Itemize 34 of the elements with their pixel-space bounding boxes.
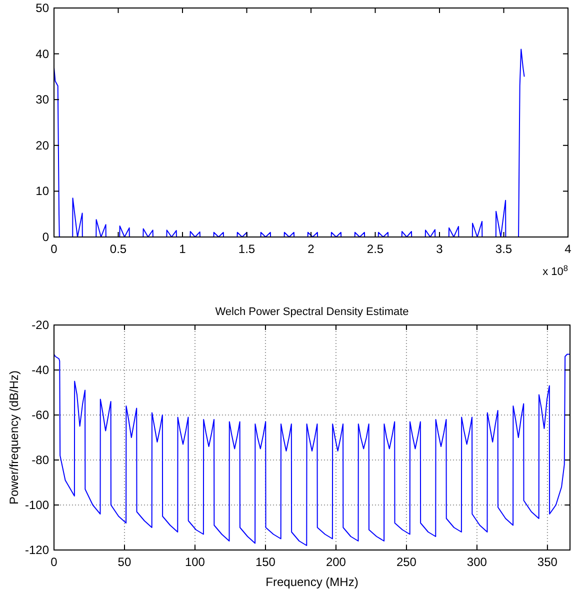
y-tick-label: -60 <box>32 408 50 422</box>
x-tick-label: 3 <box>436 242 444 256</box>
x-tick-label: 300 <box>466 555 488 569</box>
chart-title: Welch Power Spectral Density Estimate <box>215 306 409 318</box>
x-tick-label: 2.5 <box>366 242 384 256</box>
y-tick-label: 30 <box>36 92 50 107</box>
x-axis-title: Frequency (MHz) <box>266 575 358 589</box>
x-tick-label: 0 <box>50 242 58 256</box>
x-tick-label: 100 <box>184 555 206 569</box>
x-tick-label: 200 <box>326 555 346 569</box>
y-tick-label: 50 <box>36 1 50 15</box>
y-tick-label: -40 <box>32 363 50 377</box>
y-tick-label: 0 <box>42 230 50 244</box>
text: x 10$^{8}$ <box>542 264 568 278</box>
y-tick-label: -100 <box>24 498 50 512</box>
y-tick-label: -120 <box>24 543 50 557</box>
x-tick-label: 4 <box>564 242 572 256</box>
y-axis-title: Power/frequency (dB/Hz) <box>7 370 21 505</box>
x-tick-label: 150 <box>255 555 276 569</box>
y-tick-label: -80 <box>32 453 50 467</box>
y-tick-label: 40 <box>36 46 50 61</box>
x-tick-label: 0.5 <box>110 242 127 256</box>
x-tick-label: 0 <box>50 555 58 569</box>
x-tick-label: 3.5 <box>495 242 512 256</box>
y-tick-label: 20 <box>36 138 50 152</box>
x-tick-label: 1.5 <box>238 242 256 256</box>
x-tick-label: 2 <box>308 242 315 256</box>
line-series <box>54 354 570 546</box>
x-tick-label: 350 <box>537 555 558 569</box>
x-tick-label: 1 <box>179 242 186 256</box>
x-tick-label: 250 <box>396 555 417 569</box>
y-tick-label: -20 <box>32 318 50 332</box>
x-tick-label: 50 <box>118 555 132 569</box>
y-tick-label: 10 <box>36 184 50 198</box>
